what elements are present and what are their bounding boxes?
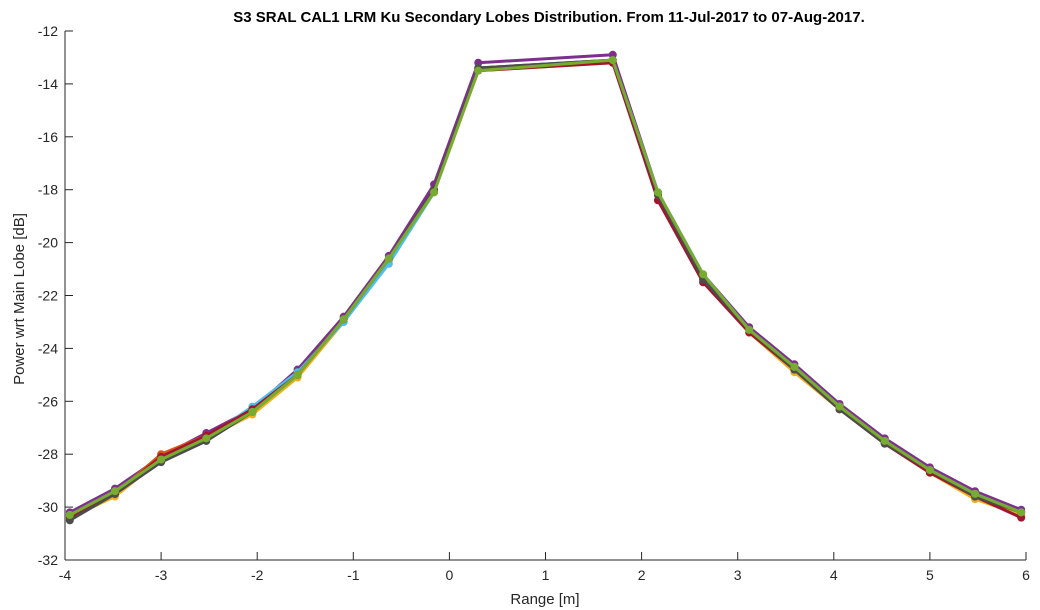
x-tick-label: 0 (446, 567, 454, 583)
x-tick-label: -4 (59, 567, 72, 583)
series-line-1 (68, 53, 1023, 514)
y-tick-label: -12 (38, 23, 58, 39)
x-tick-label: 3 (734, 567, 742, 583)
x-tick-label: -1 (347, 567, 360, 583)
data-point (608, 56, 617, 65)
y-tick-label: -14 (38, 76, 58, 92)
data-point (1017, 508, 1026, 517)
data-point (699, 270, 708, 279)
y-tick-label: -16 (38, 129, 58, 145)
data-point (971, 489, 980, 498)
data-point (653, 188, 662, 197)
data-point (384, 254, 393, 263)
data-point (248, 407, 257, 416)
series-line-2 (68, 58, 1023, 517)
plot-area: -4 -3 -2 -1 0 1 2 3 4 5 6 -32 -30 -28 -26 -24 -22 -20 -18 -… (38, 23, 1030, 583)
data-point (880, 436, 889, 445)
series-line-3 (68, 61, 1023, 520)
y-axis-label: Power wrt Main Lobe [dB] (11, 213, 28, 385)
data-point (293, 370, 302, 379)
x-tick-label: 6 (1022, 567, 1030, 583)
data-point (339, 315, 348, 324)
series-line-5 (68, 61, 1023, 520)
series-line-4 (68, 58, 1023, 517)
x-tick-label: -3 (155, 567, 168, 583)
series-line-7 (68, 58, 1023, 517)
x-tick-label: 2 (638, 567, 646, 583)
data-point (430, 188, 439, 197)
x-axis-label: Range [m] (510, 591, 579, 608)
chart-title: S3 SRAL CAL1 LRM Ku Secondary Lobes Dist… (233, 9, 865, 26)
data-point (925, 466, 934, 475)
data-point (745, 325, 754, 334)
y-tick-label: -18 (38, 182, 58, 198)
y-tick-label: -24 (38, 340, 58, 356)
data-point (65, 511, 74, 520)
data-point (202, 434, 211, 443)
data-point (835, 402, 844, 411)
x-tick-label: 4 (830, 567, 838, 583)
data-point (790, 362, 799, 371)
x-tick-label: -2 (251, 567, 264, 583)
y-tick-label: -28 (38, 446, 58, 462)
data-point (110, 487, 119, 496)
y-tick-label: -30 (38, 499, 58, 515)
x-tick-label: 5 (926, 567, 934, 583)
data-point (157, 455, 166, 464)
series-line-6 (68, 58, 1023, 522)
x-tick-label: 1 (542, 567, 550, 583)
y-tick-label: -20 (38, 235, 58, 251)
y-tick-label: -32 (38, 552, 58, 568)
y-tick-label: -26 (38, 393, 58, 409)
data-point (474, 66, 483, 75)
y-tick-label: -22 (38, 288, 58, 304)
